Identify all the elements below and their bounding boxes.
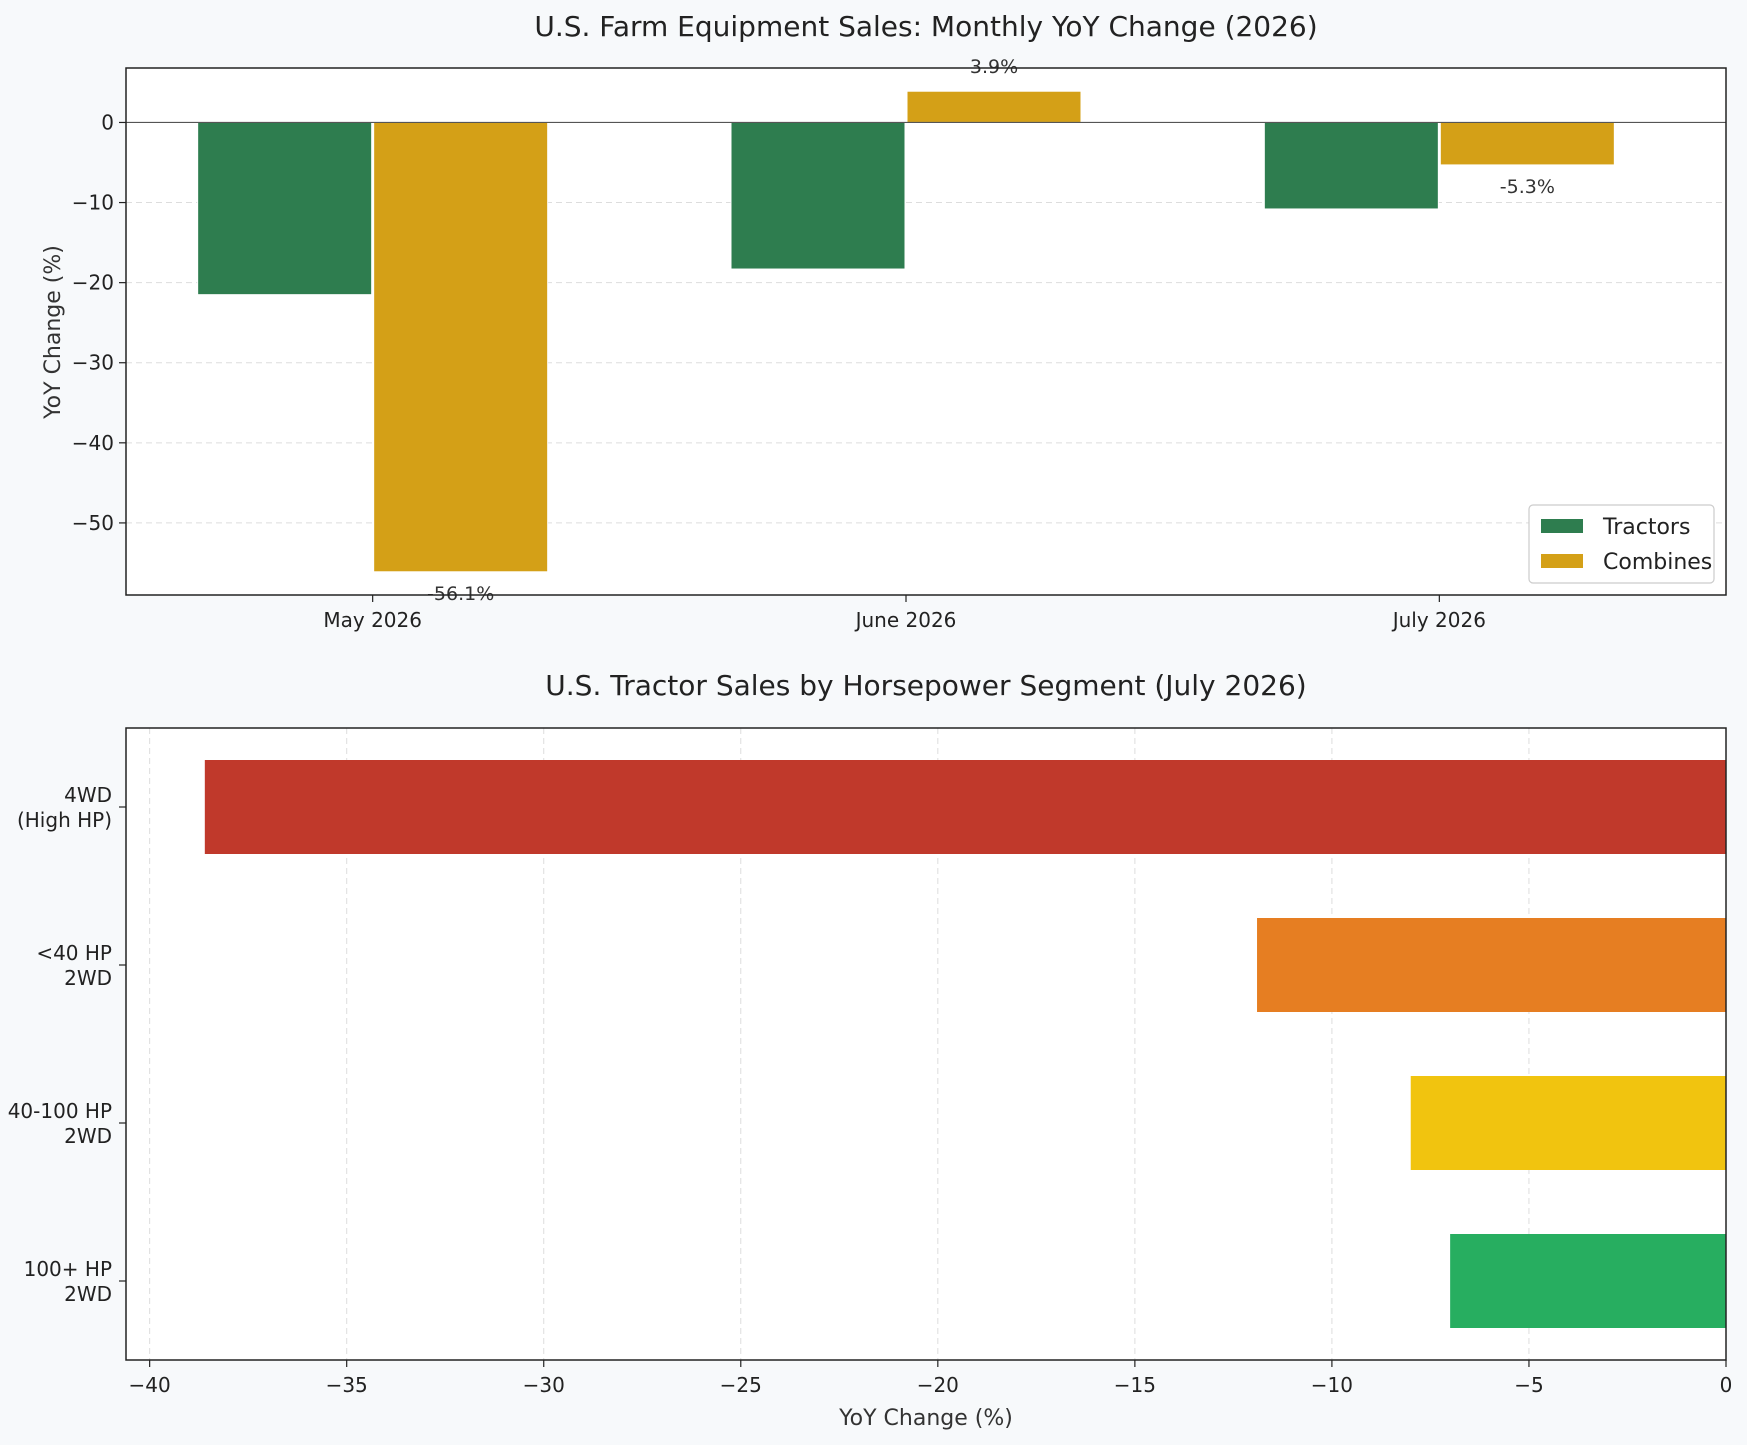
bottom-x-tick-label: −10 [1311,1373,1353,1397]
legend-swatch-tractors [1541,519,1583,533]
bottom-x-tick-label: −20 [917,1373,959,1397]
legend: Tractors Combines [1528,504,1715,584]
bottom-y-tick-label-line1: <40 HP [36,941,112,965]
bar-tractors-1 [197,121,373,296]
bottom-y-tick-label-line1: 100+ HP [24,1257,112,1281]
bar-tractors-2 [730,121,906,270]
bottom-y-tick-label-line2: 2WD [64,1124,112,1148]
hp-segment-bar-2 [1257,918,1726,1012]
bottom-x-tick-label: −35 [326,1373,368,1397]
bottom-plot-frame [125,727,1727,1361]
bottom-y-tick-label-line1: 40-100 HP [8,1099,112,1123]
hp-segment-bar-1 [204,760,1726,854]
bottom-chart-title: U.S. Tractor Sales by Horsepower Segment… [545,669,1306,702]
bottom-x-tick-label: 0 [1720,1373,1733,1397]
bottom-y-tick-label-line2: (High HP) [17,808,112,832]
top-x-tick-label: July 2026 [1391,608,1486,632]
bottom-x-tick-label: −5 [1514,1373,1543,1397]
legend-swatch-combines [1541,554,1583,568]
bottom-y-tick-label-line2: 2WD [64,1282,112,1306]
legend-label-combines: Combines [1603,550,1712,575]
top-chart-title: U.S. Farm Equipment Sales: Monthly YoY C… [534,10,1317,43]
top-y-tick-label: −20 [72,271,114,295]
combines-data-label: 3.9% [970,56,1018,78]
legend-label-tractors: Tractors [1602,515,1690,540]
hp-segment-bar-3 [1410,1076,1726,1170]
bar-combines-3 [1439,121,1615,166]
top-y-tick-label: −40 [72,431,114,455]
bar-combines-1 [373,121,549,573]
top-y-tick-label: −50 [72,511,114,535]
bottom-y-tick-label-line1: 4WD [64,783,112,807]
combines-data-label: -56.1% [427,583,494,605]
top-y-axis-label: YoY Change (%) [41,245,66,420]
top-y-tick-label: −30 [72,351,114,375]
bottom-x-tick-label: −15 [1114,1373,1156,1397]
bottom-y-tick-label-line2: 2WD [64,966,112,990]
bottom-x-tick-label: −30 [523,1373,565,1397]
top-x-tick-label: May 2026 [323,608,422,632]
bar-tractors-3 [1263,121,1439,210]
top-plot-frame [125,67,1727,596]
top-y-tick-label: 0 [101,110,114,134]
bar-combines-2 [906,90,1082,123]
hp-segment-bar-4 [1450,1234,1726,1328]
combines-data-label: -5.3% [1500,176,1555,198]
bottom-x-tick-label: −25 [720,1373,762,1397]
bottom-x-tick-label: −40 [129,1373,171,1397]
top-y-tick-label: −10 [72,191,114,215]
bottom-x-axis-label: YoY Change (%) [838,1406,1013,1431]
top-x-tick-label: June 2026 [854,608,957,632]
